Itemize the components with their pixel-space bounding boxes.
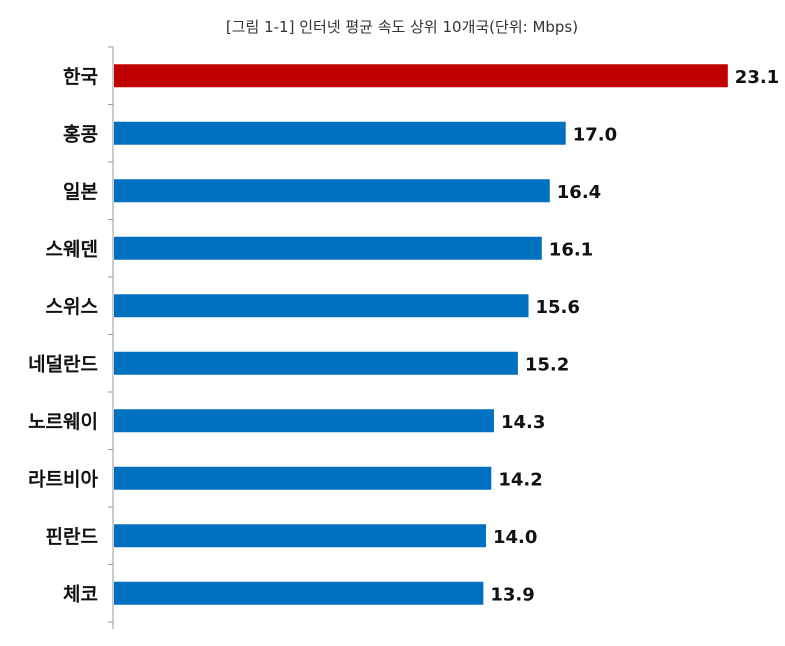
data-label: 13.9: [490, 584, 534, 605]
category-label: 핀란드: [46, 526, 98, 548]
category-label: 라트비아: [28, 468, 98, 490]
data-label: 15.6: [536, 297, 580, 318]
bar-3: [114, 236, 542, 260]
bar-0: [114, 64, 728, 88]
bars: 한국 23.1 홍콩 17.0 일본 16.4 스웨덴 16.1 스위스 15.6 네덜란드 15.2…: [28, 64, 779, 605]
data-label: 14.0: [493, 527, 537, 548]
data-label: 16.1: [549, 239, 593, 260]
bar-4: [114, 294, 529, 318]
category-label: 네덜란드: [28, 353, 98, 375]
data-label: 17.0: [573, 124, 617, 145]
category-label: 노르웨이: [28, 411, 98, 433]
category-label: 홍콩: [63, 122, 98, 145]
bar-9: [114, 581, 484, 605]
data-label: 14.2: [498, 469, 542, 490]
data-label: 15.2: [525, 354, 569, 375]
bar-2: [114, 179, 550, 203]
category-label: 한국: [63, 66, 98, 88]
chart-title: [그림 1-1] 인터넷 평균 속도 상위 10개국(단위: Mbps): [226, 18, 578, 36]
bar-1: [114, 121, 566, 145]
bar-8: [114, 524, 486, 548]
category-label: 스웨덴: [46, 238, 98, 260]
category-label: 스위스: [46, 296, 98, 318]
y-axis: [108, 46, 114, 629]
category-label: 일본: [63, 181, 98, 203]
bar-7: [114, 466, 492, 490]
data-label: 16.4: [557, 182, 601, 203]
data-label: 23.1: [735, 67, 779, 88]
data-label: 14.3: [501, 412, 545, 433]
bar-6: [114, 409, 494, 433]
category-label: 체코: [63, 583, 98, 605]
bar-5: [114, 351, 518, 375]
